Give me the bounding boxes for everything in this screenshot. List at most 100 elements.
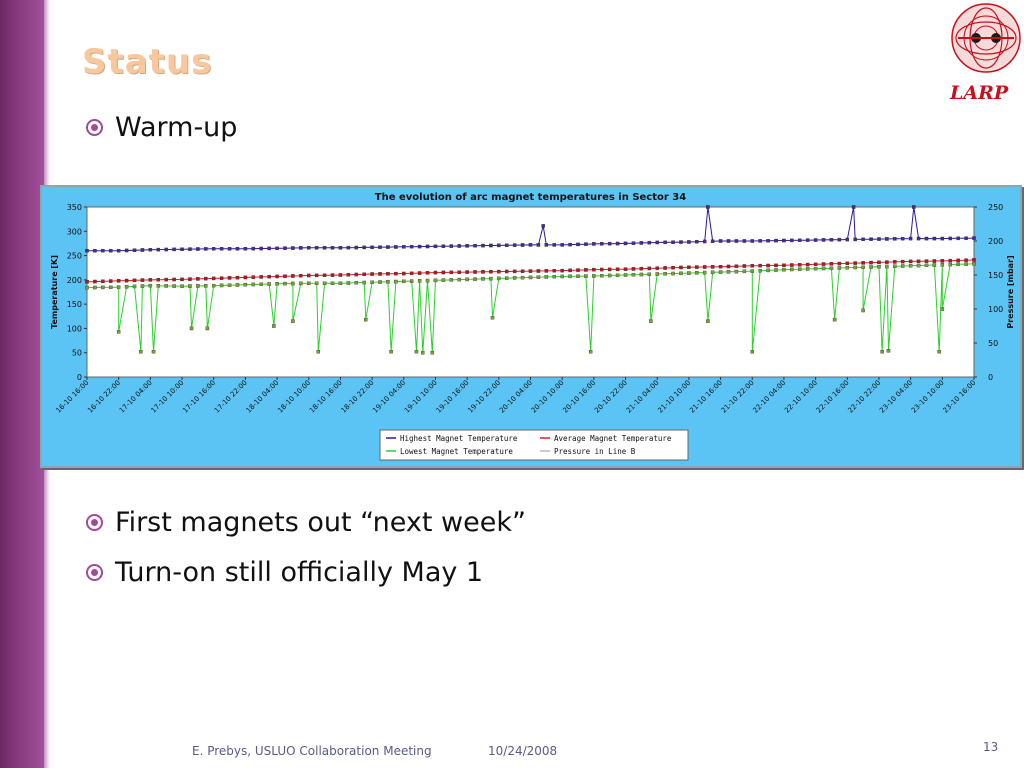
series-point [607,273,612,278]
series-point [528,269,533,273]
series-point [829,262,834,266]
series-point [750,269,755,273]
series-point [227,283,232,287]
series-point [520,275,525,280]
x-tick-label: 19-10 16:00 [435,379,471,415]
series-point [465,277,469,282]
series-point [885,260,889,264]
series-point [560,243,564,247]
series-point [908,236,913,241]
series-point [116,248,121,253]
series-point [389,349,393,354]
series-point [151,349,156,354]
series-point [877,260,881,265]
series-point [940,259,945,263]
series-point [235,247,240,251]
series-point [164,277,168,282]
x-tick-label: 23-10 16:00 [942,379,978,415]
legend-label: Lowest Magnet Temperature [400,447,513,456]
series-point [706,205,710,209]
series-point [330,281,335,286]
series-point [631,273,636,277]
y-tick-label: 0 [77,373,82,382]
series-point [164,284,168,288]
series-point [916,236,921,241]
series-point [742,264,747,268]
series-point [615,273,620,277]
series-point [473,270,477,274]
series-point [774,238,778,243]
series-point [156,247,161,252]
x-tick-label: 19-10 10:00 [403,379,439,415]
series-point [481,277,485,281]
series-point [272,324,276,328]
series-point [449,278,454,282]
series-point [972,262,976,266]
series-point [211,247,216,251]
series-point [433,278,438,283]
series-point [869,260,873,265]
series-point [861,237,865,242]
larp-logo-text: LARP [950,82,1009,104]
series-point [322,281,327,286]
series-point [441,244,446,248]
series-point [196,284,200,288]
series-point [346,281,351,285]
series-point [964,258,968,262]
series-point [710,270,715,275]
series-point [481,243,485,248]
bullet-text: Warm-up [115,112,238,143]
series-point [877,237,881,241]
series-point [362,280,366,285]
series-point [845,265,850,270]
series-point [402,271,406,276]
series-point [93,248,97,253]
series-point [536,243,541,247]
series-point [219,283,224,288]
series-point [742,269,747,274]
series-point [972,258,976,262]
series-point [702,265,707,269]
series-point [227,247,232,251]
series-point [893,260,897,264]
series-point [544,269,549,273]
series-point [886,349,891,353]
series-point [338,281,343,286]
series-point [649,319,653,323]
series-point [132,284,137,289]
series-point [101,248,105,253]
series-point [750,349,755,354]
series-point [101,279,105,284]
series-point [219,276,224,280]
series-point [964,262,968,266]
series-point [267,282,271,286]
series-point [600,267,604,272]
series-point [204,276,208,281]
series-point [283,246,287,250]
y-axis-label: Temperature [K] [50,255,59,329]
series-point [291,281,295,286]
bullet-icon [86,564,103,581]
series-point [243,247,248,251]
series-point [414,349,419,354]
series-point [940,307,945,311]
bullet-warm-up: Warm-up [86,112,237,143]
series-point [900,259,905,264]
series-point [821,262,826,266]
series-point [932,263,937,267]
series-point [370,245,374,250]
series-point [560,274,564,279]
series-point [251,282,256,287]
series-point [417,244,422,249]
series-point [568,268,572,273]
series-point [710,239,715,243]
series-point [299,273,303,278]
x-tick-label: 18-10 16:00 [308,379,344,415]
series-point [489,243,493,248]
series-point [885,237,889,241]
series-point [180,277,184,282]
series-point [93,279,97,284]
series-point [663,240,667,245]
series-point [504,276,509,280]
series-point [489,269,493,274]
